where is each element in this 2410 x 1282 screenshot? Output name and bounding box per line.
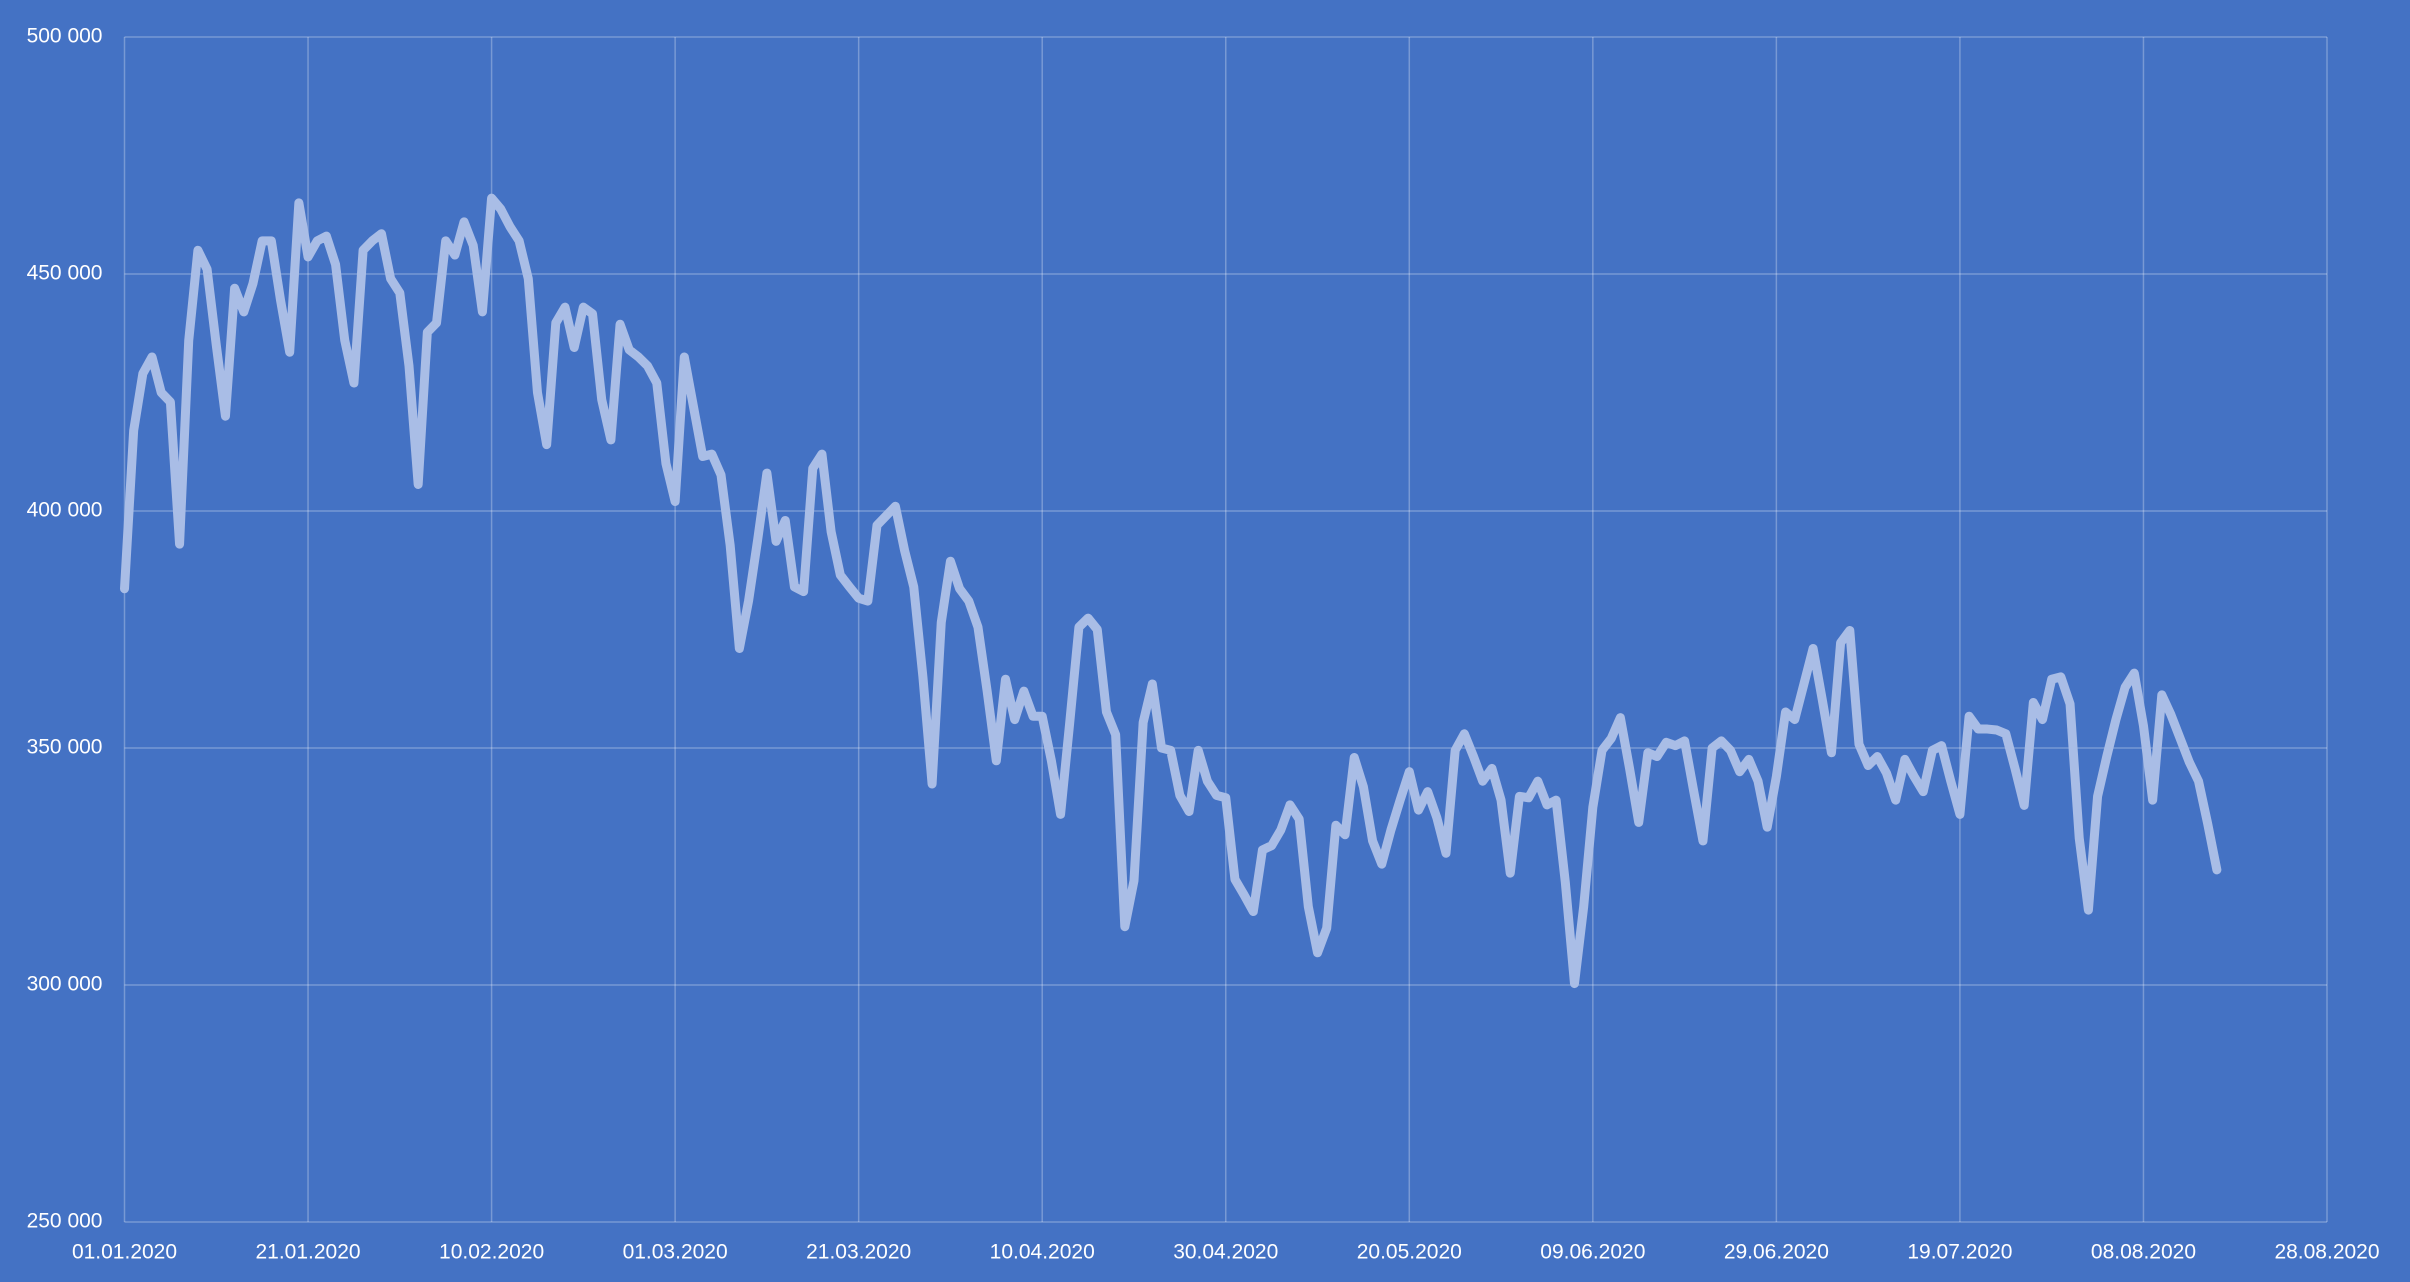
x-tick-label: 21.03.2020 — [806, 1241, 911, 1264]
x-tick-label: 08.08.2020 — [2091, 1241, 2196, 1264]
y-tick-label: 450 000 — [27, 262, 103, 285]
y-tick-label: 400 000 — [27, 499, 103, 522]
x-tick-label: 01.03.2020 — [623, 1241, 728, 1264]
x-tick-label: 19.07.2020 — [1907, 1241, 2012, 1264]
y-tick-label: 350 000 — [27, 736, 103, 759]
x-tick-label: 30.04.2020 — [1173, 1241, 1278, 1264]
x-tick-label: 10.02.2020 — [439, 1241, 544, 1264]
x-tick-label: 29.06.2020 — [1724, 1241, 1829, 1264]
y-tick-label: 300 000 — [27, 973, 103, 996]
x-tick-label: 21.01.2020 — [255, 1241, 360, 1264]
x-tick-label: 10.04.2020 — [990, 1241, 1095, 1264]
y-tick-label: 500 000 — [27, 25, 103, 48]
x-tick-label: 01.01.2020 — [72, 1241, 177, 1264]
y-tick-label: 250 000 — [27, 1210, 103, 1233]
x-tick-label: 20.05.2020 — [1357, 1241, 1462, 1264]
data-line — [120, 193, 2222, 989]
x-tick-label: 09.06.2020 — [1540, 1241, 1645, 1264]
x-tick-label: 28.08.2020 — [2274, 1241, 2379, 1264]
